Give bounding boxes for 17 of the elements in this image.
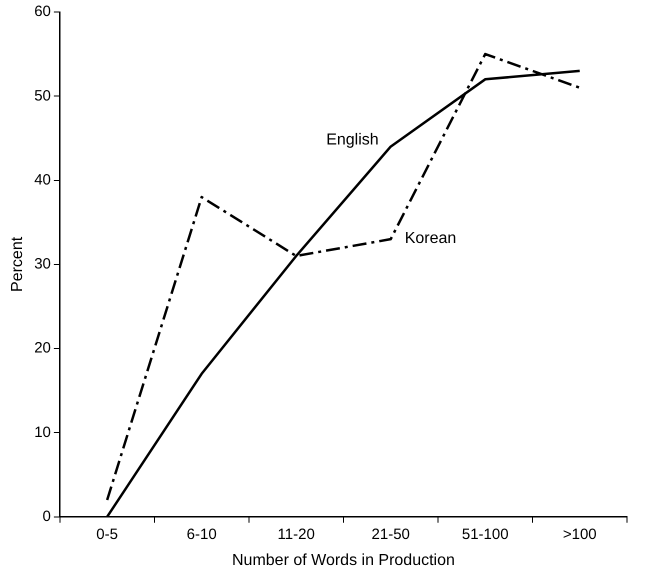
y-tick-label: 10	[34, 424, 51, 441]
x-axis-title: Number of Words in Production	[232, 552, 455, 569]
x-tick-label: >100	[562, 526, 597, 543]
x-tick-label: 6-10	[186, 526, 217, 543]
y-tick-label: 50	[34, 87, 51, 104]
x-tick-label: 51-100	[462, 526, 509, 543]
x-tick-label: 11-20	[278, 526, 315, 543]
x-tick-label: 21-50	[372, 526, 410, 543]
y-tick-label: 20	[34, 340, 51, 357]
x-tick-label: 0-5	[96, 526, 118, 543]
y-axis-title: Percent	[9, 236, 26, 292]
y-tick-label: 0	[42, 508, 51, 525]
y-tick-label: 60	[34, 3, 51, 20]
series-label: English	[326, 132, 379, 149]
y-tick-label: 40	[34, 171, 51, 188]
series-label: Korean	[404, 230, 456, 248]
y-tick-label: 30	[34, 256, 51, 273]
